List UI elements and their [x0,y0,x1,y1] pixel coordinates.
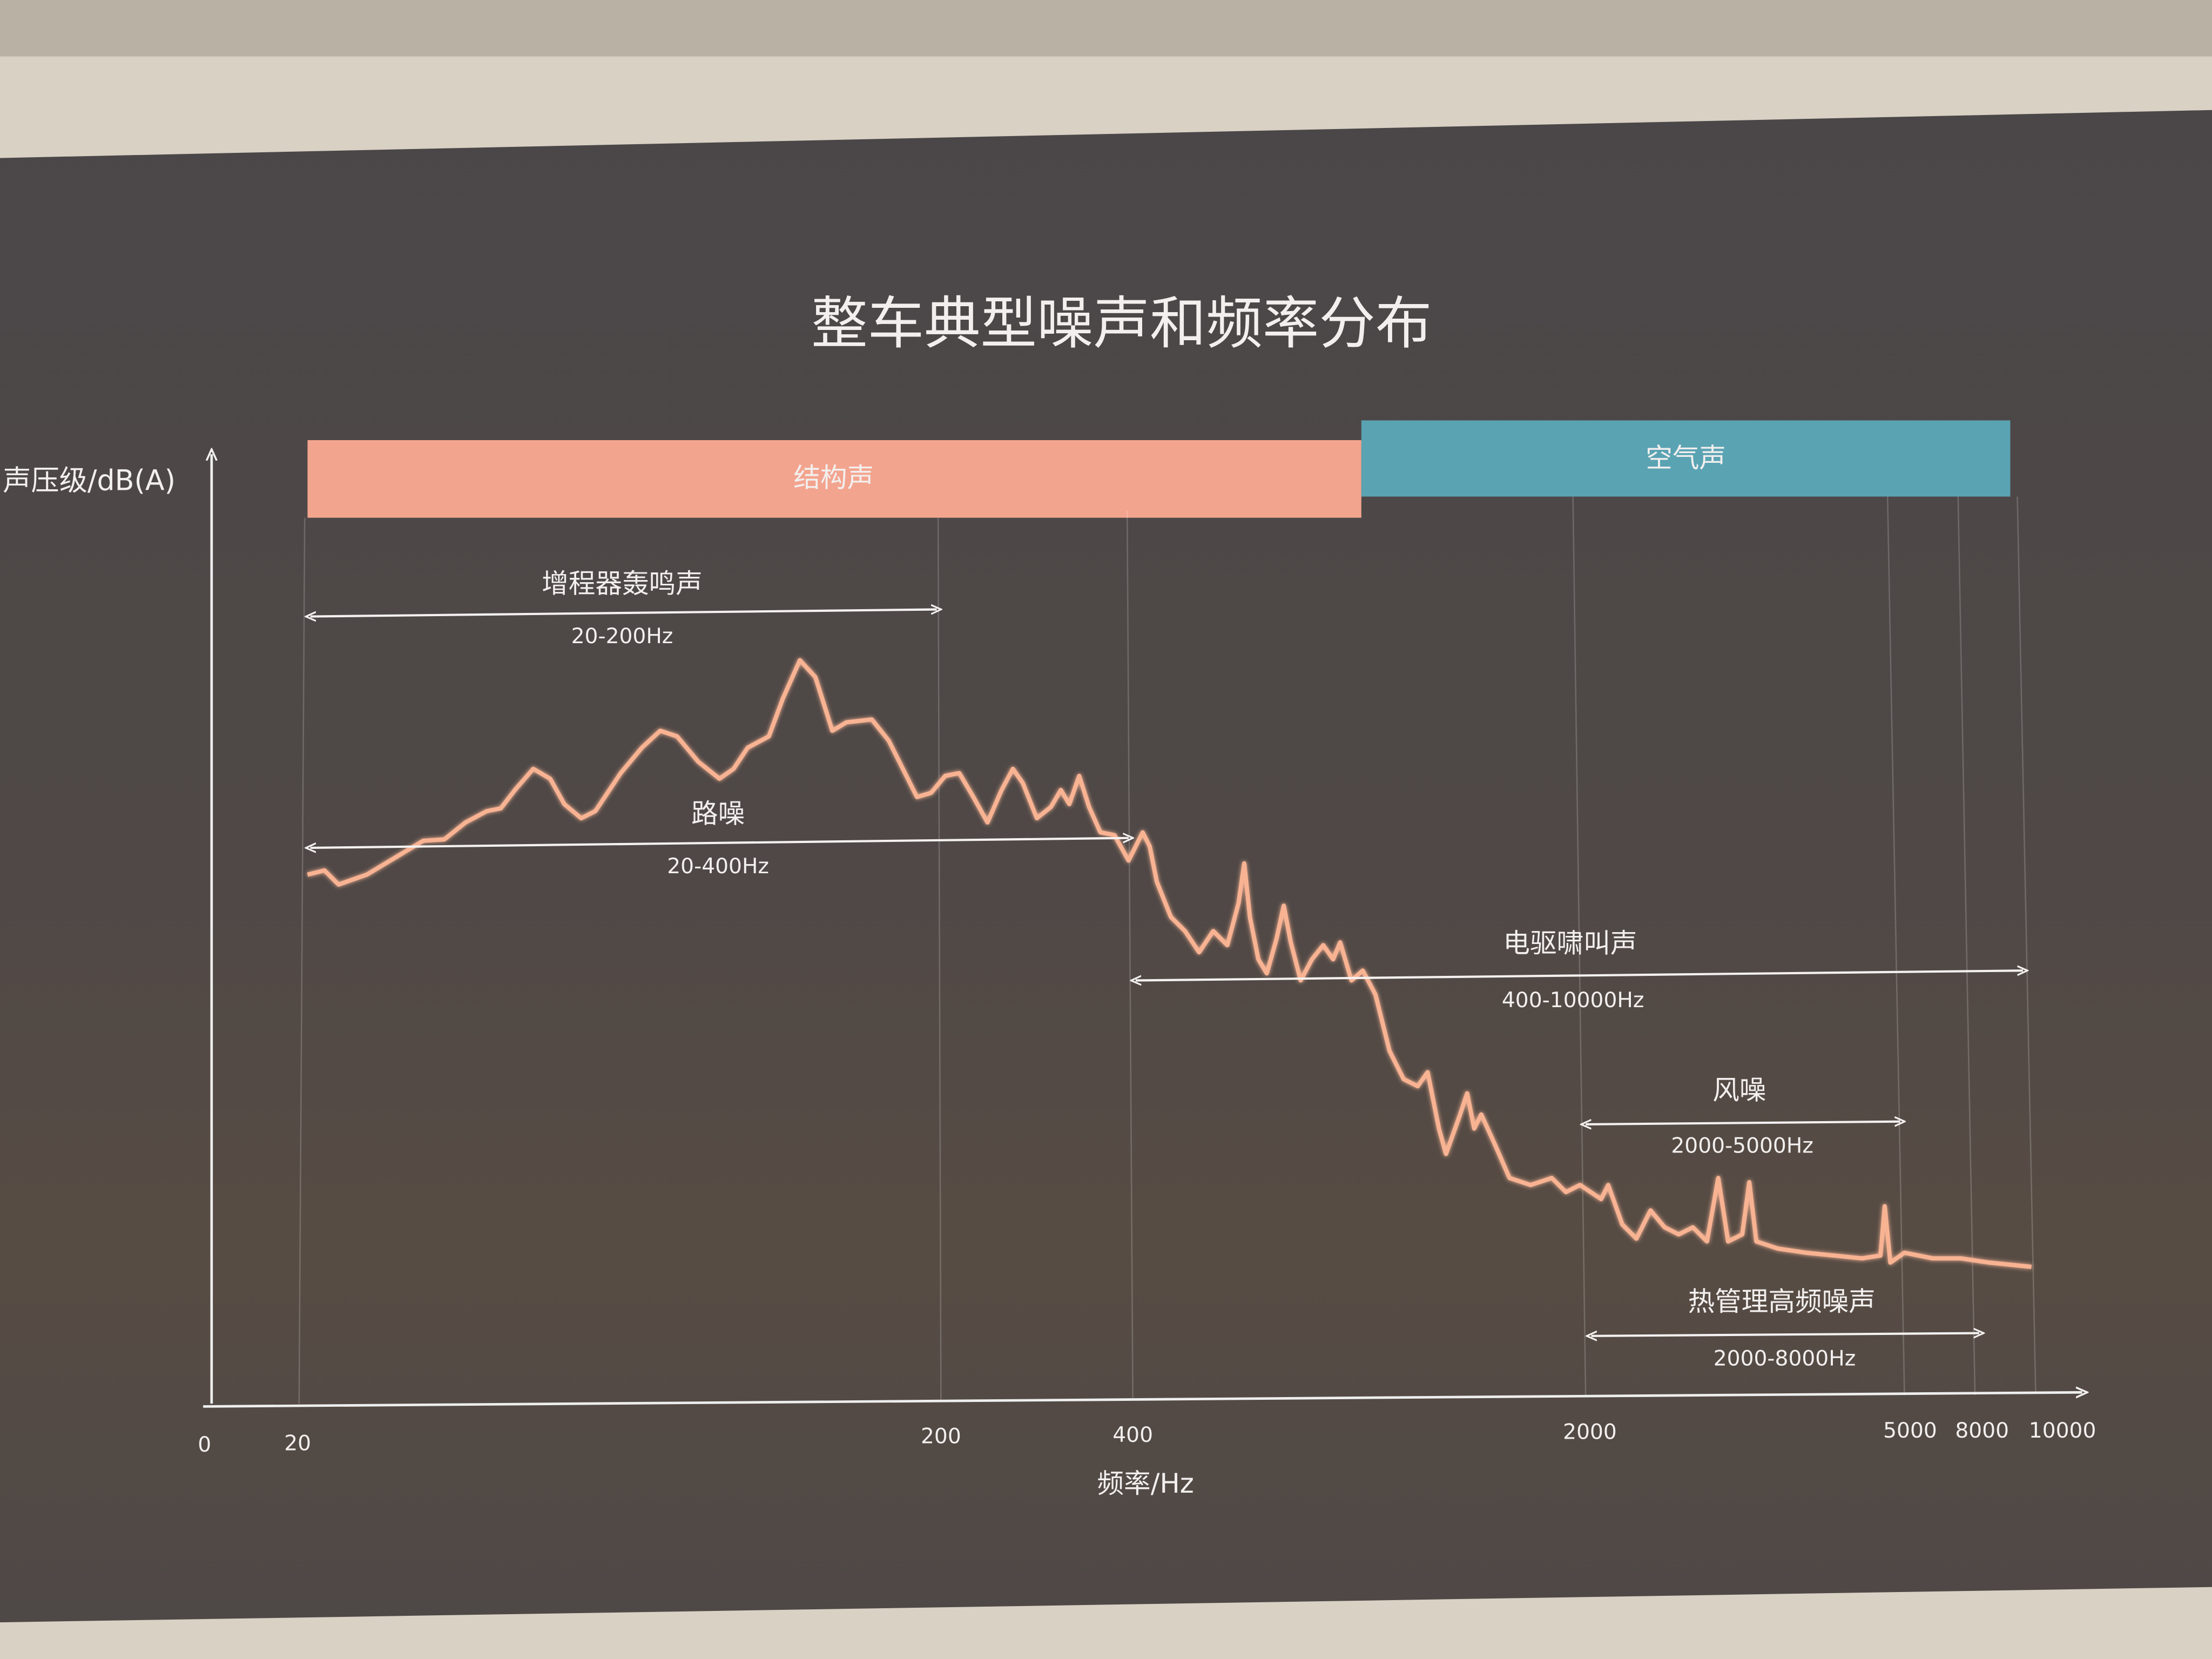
noise-curve [307,658,2032,1269]
x-tick-label: 5000 [1883,1419,1937,1443]
guide-line [1126,510,1134,1398]
range-label: 风噪 [1712,1074,1766,1105]
x-axis-label: 频率/Hz [1097,1468,1193,1499]
x-tick-label: 2000 [1563,1420,1617,1445]
range-label: 增程器轰鸣声 [542,568,703,599]
guide-lines [298,496,2036,1404]
range-arrow [1591,1333,1979,1336]
band-air [1361,420,2011,497]
guide-line [1886,496,1905,1395]
range-label: 电驱啸叫声 [1503,928,1637,959]
band-label: 结构声 [793,462,874,494]
range-value: 20-200Hz [571,624,673,649]
x-tick-label: 8000 [1955,1419,2009,1443]
range-arrow [1136,970,2023,980]
range-value: 20-400Hz [667,854,769,879]
x-tick-label: 0 [198,1433,211,1457]
guide-line [2017,496,2036,1394]
band-label: 空气声 [1645,442,1726,474]
y-axis-label: 声压级/dB(A) [3,464,176,497]
range-arrow [1586,1122,1900,1124]
x-axis [203,1392,2082,1408]
x-tick-label: 10000 [2029,1419,2096,1443]
x-tick-label: 400 [1112,1423,1153,1447]
range-label: 路噪 [691,798,745,829]
guide-line [937,517,942,1400]
range-value: 2000-5000Hz [1671,1134,1813,1158]
range-arrow [311,838,1129,848]
x-tick-label: 20 [284,1431,311,1455]
guide-line [1957,496,1976,1395]
guide-line [298,517,306,1404]
chart-title: 整车典型噪声和频率分布 [811,291,1432,356]
guide-line [1572,496,1587,1397]
range-arrow [311,609,937,616]
range-label: 热管理高频噪声 [1688,1286,1876,1317]
band-structure [307,440,1361,518]
ceiling [0,0,2212,57]
range-value: 400-10000Hz [1502,988,1644,1013]
range-value: 2000-8000Hz [1714,1347,1856,1371]
x-tick-label: 200 [921,1424,961,1448]
